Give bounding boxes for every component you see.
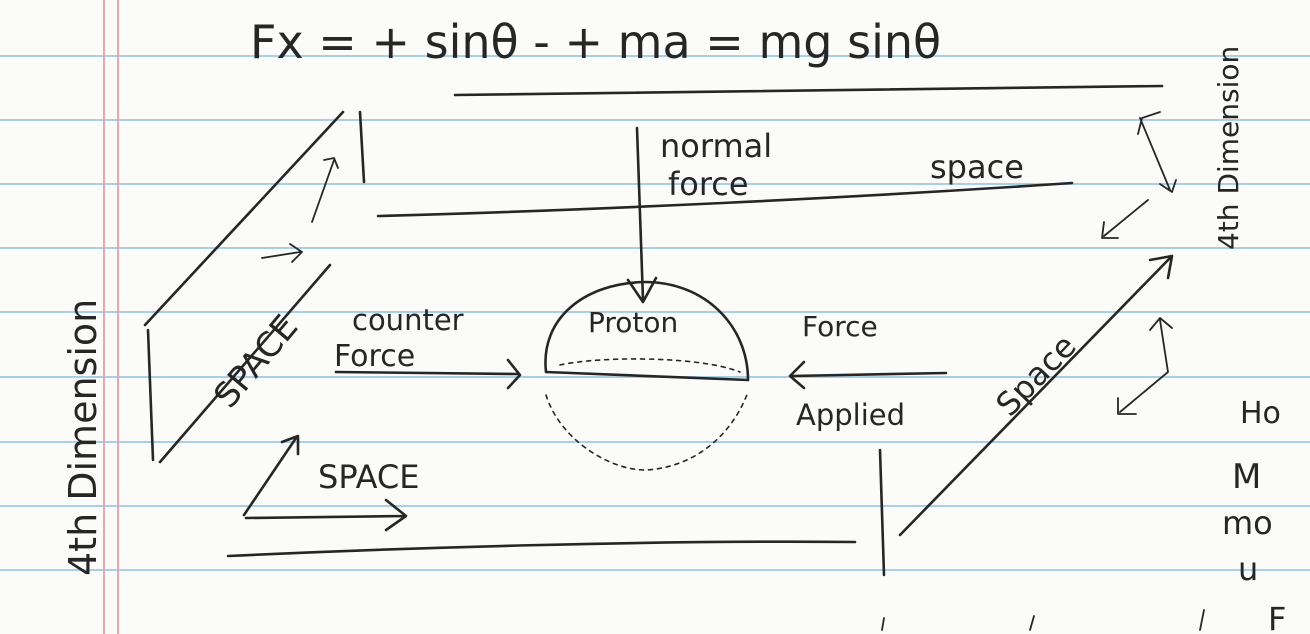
top-back-edge <box>453 84 1164 97</box>
fourth-dimension-left-label: 4th Dimension <box>61 299 105 576</box>
bottom-right-post <box>878 448 886 577</box>
right-edge-fragment-2: M <box>1232 457 1261 497</box>
bottom-edge-fragment: F <box>1268 600 1286 634</box>
left-plane-top-edge <box>143 110 345 327</box>
space-top-label: space <box>930 148 1024 186</box>
counter-force-arrow <box>334 358 522 390</box>
force-applied-label-line2: Applied <box>796 398 905 432</box>
margin-lines <box>103 0 119 634</box>
space-bottom-label: SPACE <box>318 458 419 496</box>
bottom-front-edge <box>226 540 857 558</box>
left-plane-side-arrow <box>261 243 303 263</box>
counter-force-label-line1: counter <box>352 303 464 337</box>
proton-upper-shell <box>544 280 750 382</box>
normal-force-label-line2: force <box>668 165 749 203</box>
right-edge-fragment-3: mo <box>1222 504 1273 542</box>
equation-text: Fx = + sinθ - + ma = mg sinθ <box>250 15 941 69</box>
bottom-left-right-arrow <box>244 498 408 532</box>
left-plane-side-edge <box>146 328 155 462</box>
right-mid-arrow <box>1117 317 1173 415</box>
right-top-double-arrow <box>1137 111 1177 193</box>
right-edge-fragment-4: u <box>1238 550 1258 588</box>
force-applied-label-line1: Force <box>802 310 878 343</box>
applied-force-arrow <box>788 360 948 390</box>
space-right-label: Space <box>988 327 1083 424</box>
proton-equator-back <box>559 358 741 373</box>
normal-force-label-line1: normal <box>660 127 772 165</box>
left-plane-up-arrow <box>311 157 339 223</box>
counter-force-label-line2: Force <box>334 339 415 374</box>
proton-lower-shell <box>545 391 749 471</box>
top-left-tick <box>358 110 366 184</box>
right-diagonal-small-arrow <box>1101 199 1149 239</box>
right-plane-diagonal-arrow <box>898 254 1174 537</box>
proton-label: Proton <box>588 306 678 339</box>
normal-force-arrow <box>626 126 658 304</box>
bottom-edge-strokes <box>881 609 1205 631</box>
top-front-edge <box>376 181 1074 218</box>
proton-equator <box>544 370 750 382</box>
left-plane-bottom-edge <box>158 263 332 464</box>
bottom-left-up-arrow <box>242 434 300 517</box>
right-edge-fragment-1: Ho <box>1240 396 1281 431</box>
fourth-dimension-right-label: 4th Dimension <box>1212 46 1245 250</box>
space-left-label: SPACE <box>206 307 306 415</box>
